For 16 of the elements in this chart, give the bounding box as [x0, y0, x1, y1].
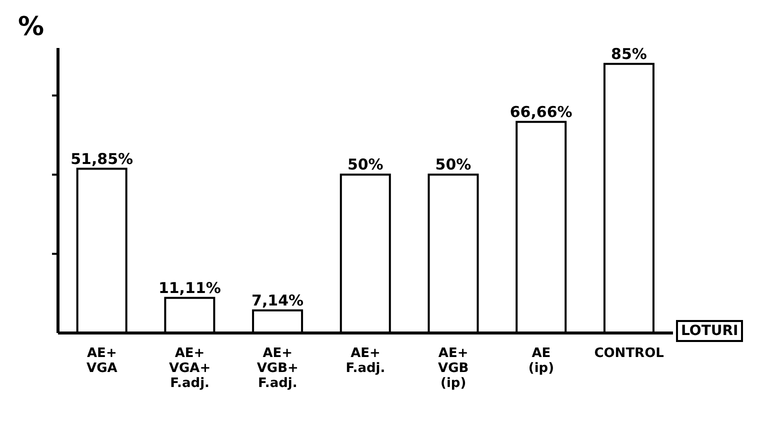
- x-tick-label: AE+ VGB (ip): [438, 346, 469, 391]
- data-label: 66,66%: [510, 102, 572, 121]
- x-tick-label: AE+ VGA+ F.adj.: [168, 346, 211, 391]
- data-label: 50%: [347, 156, 384, 174]
- x-tick-label: AE+ VGA: [86, 346, 118, 376]
- data-label: 50%: [435, 156, 472, 174]
- x-tick-label: AE+ VGB+ F.adj.: [256, 346, 298, 391]
- x-tick-label: CONTROL: [594, 346, 664, 361]
- data-label: 11,11%: [158, 278, 221, 297]
- x-tick-label: AE (ip): [528, 346, 554, 376]
- data-label: 7,14%: [252, 291, 304, 310]
- x-tick-label: AE+ F.adj.: [346, 346, 386, 376]
- data-label: 51,85%: [70, 150, 134, 168]
- y-axis-title: %: [18, 12, 44, 42]
- x-axis-title: LOTURI: [676, 320, 744, 342]
- data-label: 85%: [611, 44, 647, 63]
